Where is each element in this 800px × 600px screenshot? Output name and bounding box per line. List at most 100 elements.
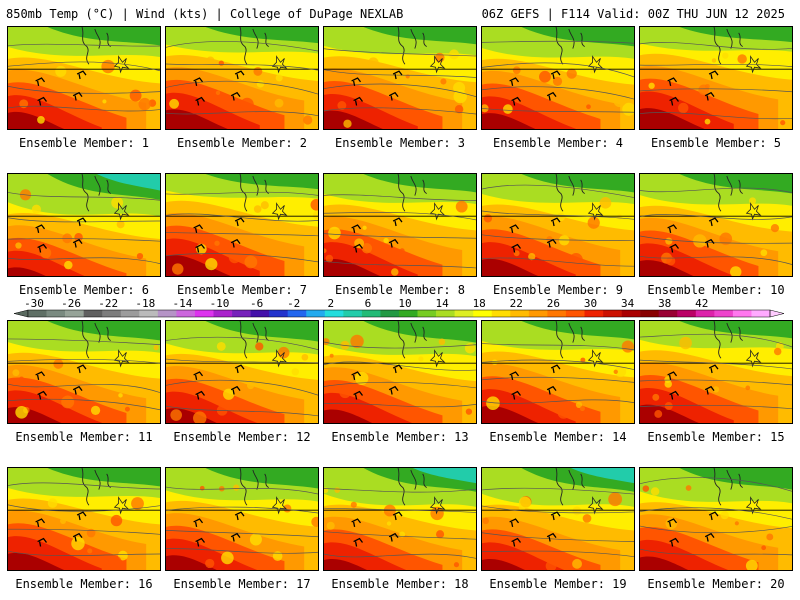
- colorbar-swatch: [250, 310, 270, 317]
- colorbar-tick-label: -30: [24, 298, 44, 310]
- temperature-map-6: [8, 174, 160, 276]
- colorbar-swatch: [324, 310, 344, 317]
- temperature-map-15: [640, 321, 792, 423]
- member-label-18: Ensemble Member: 18: [331, 577, 469, 591]
- temperature-map-16: [8, 468, 160, 570]
- colorbar-tick-label: 6: [365, 298, 372, 310]
- temperature-map-5: [640, 27, 792, 129]
- colorbar-swatch: [603, 310, 622, 317]
- colorbar-swatch: [120, 310, 140, 317]
- colorbar-swatch: [194, 310, 214, 317]
- map-panel-2: [165, 26, 319, 130]
- map-panel-8: [323, 173, 477, 277]
- colorbar-swatch: [306, 310, 326, 317]
- map-panel-1: [7, 26, 161, 130]
- temperature-map-18: [324, 468, 476, 570]
- colorbar-swatch: [454, 310, 474, 317]
- colorbar-tick-label: 10: [398, 298, 411, 310]
- temperature-map-2: [166, 27, 318, 129]
- map-panel-15: [639, 320, 793, 424]
- colorbar-swatch: [732, 310, 752, 317]
- map-panel-20: [639, 467, 793, 571]
- map-panel-12: [165, 320, 319, 424]
- colorbar-tick-label: 26: [547, 298, 560, 310]
- temperature-map-11: [8, 321, 160, 423]
- colorbar-swatch: [213, 310, 233, 317]
- colorbar-swatch: [510, 310, 530, 317]
- temperature-map-3: [324, 27, 476, 129]
- map-panel-9: [481, 173, 635, 277]
- temperature-map-7: [166, 174, 318, 276]
- colorbar-swatch: [528, 310, 548, 317]
- map-panel-3: [323, 26, 477, 130]
- colorbar-swatch: [714, 310, 734, 317]
- colorbar-swatch: [176, 310, 196, 317]
- map-panel-11: [7, 320, 161, 424]
- colorbar-tick-label: 18: [473, 298, 486, 310]
- map-panel-13: [323, 320, 477, 424]
- member-label-1: Ensemble Member: 1: [18, 136, 150, 150]
- member-label-8: Ensemble Member: 8: [334, 283, 466, 297]
- map-panel-18: [323, 467, 477, 571]
- map-panel-17: [165, 467, 319, 571]
- temperature-map-4: [482, 27, 634, 129]
- colorbar-tick-label: -10: [210, 298, 230, 310]
- colorbar-swatch: [46, 310, 66, 317]
- colorbar-swatch: [287, 310, 307, 317]
- colorbar-swatch: [491, 310, 511, 317]
- member-label-10: Ensemble Member: 10: [647, 283, 785, 297]
- map-panel-10: [639, 173, 793, 277]
- colorbar-swatch: [584, 310, 604, 317]
- colorbar-swatch: [269, 310, 288, 317]
- colorbar-tick-label: 38: [658, 298, 671, 310]
- member-label-13: Ensemble Member: 13: [331, 430, 469, 444]
- member-label-2: Ensemble Member: 2: [176, 136, 308, 150]
- member-label-19: Ensemble Member: 19: [489, 577, 627, 591]
- colorbar-swatch: [565, 310, 585, 317]
- member-label-15: Ensemble Member: 15: [647, 430, 785, 444]
- temperature-map-14: [482, 321, 634, 423]
- colorbar-tick-label: -14: [172, 298, 192, 310]
- colorbar-swatch: [473, 310, 493, 317]
- member-label-16: Ensemble Member: 16: [15, 577, 153, 591]
- temperature-map-9: [482, 174, 634, 276]
- temperature-colorbar: -30 -26 -22 -18 -14 -10 -6 -2 2 6 10 14 18 22 26 30 34 38…: [6, 298, 794, 320]
- temperature-map-12: [166, 321, 318, 423]
- colorbar-tick-label: -26: [61, 298, 81, 310]
- temperature-map-8: [324, 174, 476, 276]
- member-label-17: Ensemble Member: 17: [173, 577, 311, 591]
- title-right: 06Z GEFS | F114 Valid: 00Z THU JUN 12 20…: [481, 7, 785, 21]
- colorbar-left-arrow: [13, 309, 29, 318]
- temperature-map-1: [8, 27, 160, 129]
- colorbar-swatch: [343, 310, 363, 317]
- colorbar-swatch: [417, 310, 437, 317]
- colorbar-swatch: [28, 310, 47, 317]
- map-panel-16: [7, 467, 161, 571]
- colorbar-swatch: [436, 310, 455, 317]
- map-panel-7: [165, 173, 319, 277]
- map-panel-6: [7, 173, 161, 277]
- colorbar-swatch: [695, 310, 715, 317]
- colorbar-swatch: [157, 310, 177, 317]
- map-panel-5: [639, 26, 793, 130]
- title-left: 850mb Temp (°C) | Wind (kts) | College o…: [6, 7, 404, 21]
- member-label-4: Ensemble Member: 4: [492, 136, 624, 150]
- member-label-14: Ensemble Member: 14: [489, 430, 627, 444]
- colorbar-swatch: [677, 310, 697, 317]
- temperature-map-19: [482, 468, 634, 570]
- map-panel-14: [481, 320, 635, 424]
- temperature-map-17: [166, 468, 318, 570]
- temperature-map-10: [640, 174, 792, 276]
- colorbar-tick-label: 34: [621, 298, 635, 310]
- member-label-11: Ensemble Member: 11: [15, 430, 153, 444]
- member-label-20: Ensemble Member: 20: [647, 577, 785, 591]
- colorbar-swatch: [621, 310, 641, 317]
- colorbar-swatch: [139, 310, 159, 317]
- colorbar-svg: -30 -26 -22 -18 -14 -10 -6 -2 2 6 10 14 18 22 26 30 34 38…: [13, 298, 785, 318]
- colorbar-tick-label: 42: [695, 298, 708, 310]
- map-panel-4: [481, 26, 635, 130]
- member-label-9: Ensemble Member: 9: [492, 283, 624, 297]
- colorbar-tick-label: -6: [250, 298, 263, 310]
- colorbar-swatch: [232, 310, 251, 317]
- colorbar-swatch: [83, 310, 103, 317]
